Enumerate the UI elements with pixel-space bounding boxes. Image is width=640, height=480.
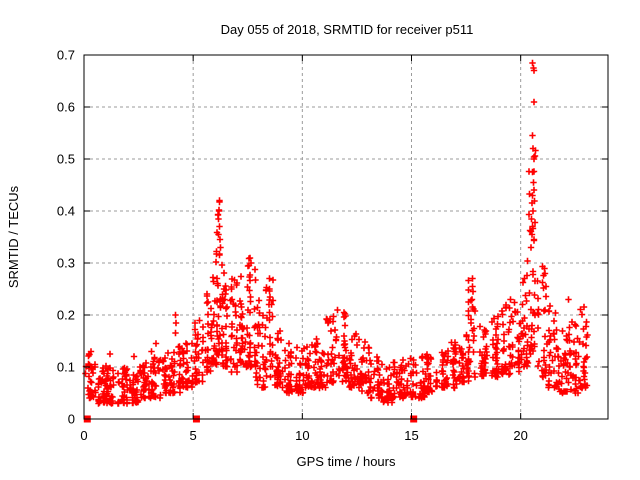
y-tick-label: 0.3	[57, 256, 75, 271]
x-tick-label: 5	[190, 428, 197, 443]
y-tick-label: 0	[68, 412, 75, 427]
x-tick-label: 0	[80, 428, 87, 443]
tick-marks	[83, 54, 608, 420]
y-axis-label: SRMTID / TECUs	[6, 185, 21, 288]
x-tick-label: 10	[295, 428, 309, 443]
y-tick-label: 0.7	[57, 48, 75, 63]
scatter-points	[82, 59, 591, 407]
y-tick-label: 0.6	[57, 100, 75, 115]
y-tick-label: 0.1	[57, 360, 75, 375]
plot-frame	[83, 54, 609, 420]
x-tick-label: 15	[404, 428, 418, 443]
y-tick-label: 0.4	[57, 204, 75, 219]
data-point-cloud	[82, 59, 591, 407]
tick-labels: 0 0.1 0.2 0.3 0.4 0.5 0.6 0.7 0 5 10 15 20	[57, 48, 528, 444]
x-axis-label: GPS time / hours	[297, 454, 396, 469]
grid-layer	[84, 55, 608, 419]
chart-title: Day 055 of 2018, SRMTID for receiver p51…	[221, 22, 474, 37]
x-tick-label: 20	[513, 428, 527, 443]
y-tick-label: 0.2	[57, 308, 75, 323]
y-tick-label: 0.5	[57, 152, 75, 167]
